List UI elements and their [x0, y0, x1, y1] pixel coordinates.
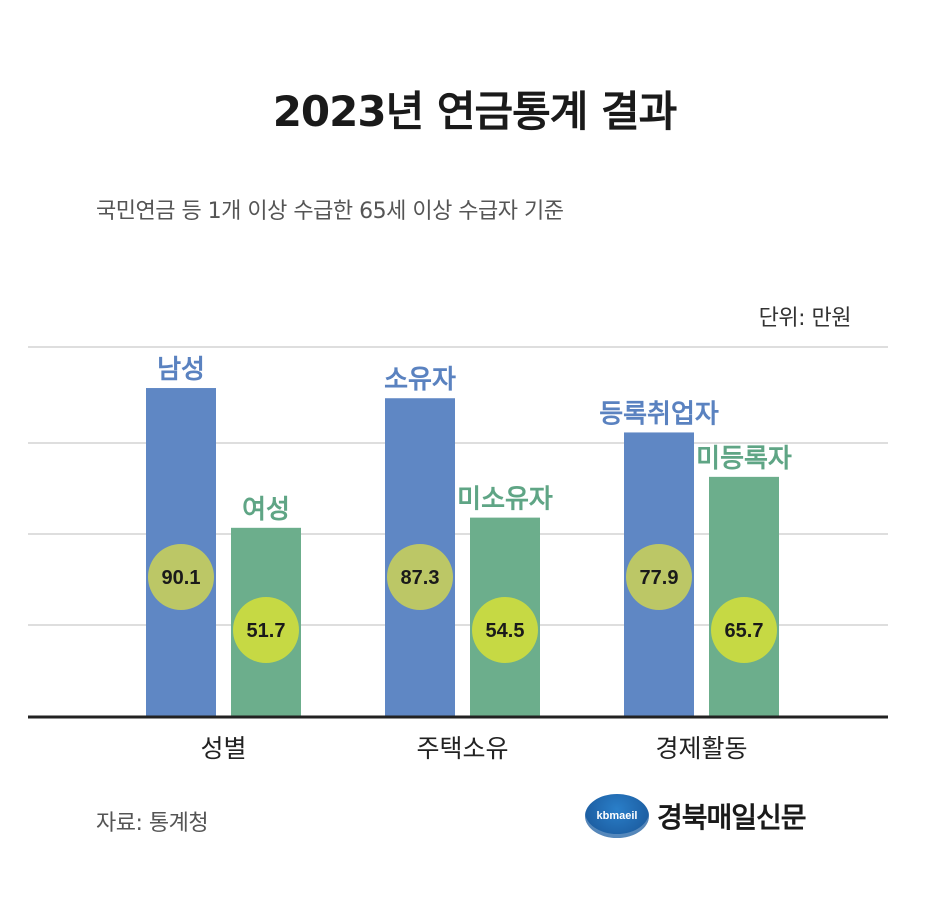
data-label: 87.3	[401, 567, 440, 589]
data-label: 51.7	[247, 620, 286, 642]
value-badge	[626, 544, 692, 610]
value-badge	[387, 544, 453, 610]
data-label: 65.7	[725, 620, 764, 642]
publisher-logo: kbmaeil 경북매일신문	[585, 794, 807, 838]
value-badge	[233, 597, 299, 663]
data-label: 90.1	[162, 567, 201, 589]
bar-label: 미소유자	[457, 485, 553, 515]
logo-badge: kbmaeil	[585, 794, 649, 838]
x-tick-label: 주택소유	[416, 734, 508, 763]
bar-label: 소유자	[384, 365, 456, 395]
value-badge	[472, 597, 538, 663]
source-label: 자료: 통계청	[96, 811, 209, 836]
x-tick-label: 경제활동	[655, 734, 747, 763]
bar	[709, 476, 779, 716]
bar-label: 미등록자	[696, 444, 792, 474]
bar-label: 등록취업자	[599, 399, 719, 429]
value-badge	[148, 544, 214, 610]
unit-label: 단위: 만원	[758, 306, 852, 331]
bar-label: 남성	[157, 355, 205, 385]
value-badge	[711, 597, 777, 663]
bar-label: 여성	[242, 495, 290, 525]
logo-name: 경북매일신문	[657, 801, 807, 834]
data-label: 54.5	[486, 620, 525, 642]
chart-title: 2023년 연금통계 결과	[272, 87, 678, 136]
data-label: 77.9	[640, 567, 679, 589]
bar-chart: 남성 90.1 여성 51.7 성별 소유자 87.3 미소유자 54.5 주택소유 등록취업자 77…	[28, 346, 888, 763]
chart-subtitle: 국민연금 등 1개 이상 수급한 65세 이상 수급자 기준	[96, 199, 564, 224]
x-tick-label: 성별	[200, 734, 246, 763]
